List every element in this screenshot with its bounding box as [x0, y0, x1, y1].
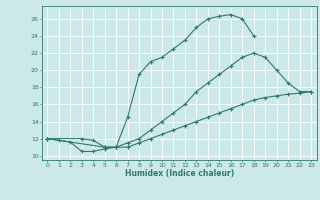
- X-axis label: Humidex (Indice chaleur): Humidex (Indice chaleur): [124, 169, 234, 178]
